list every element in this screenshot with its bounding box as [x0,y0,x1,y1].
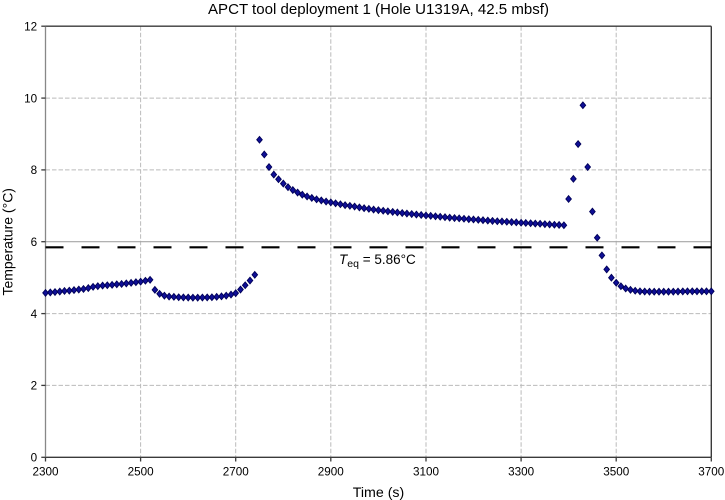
svg-text:Teq = 5.86°C: Teq = 5.86°C [339,252,416,270]
svg-text:Temperature (°C): Temperature (°C) [0,188,15,296]
svg-text:3500: 3500 [603,466,630,479]
svg-text:3700: 3700 [698,466,725,479]
svg-text:6: 6 [31,236,38,249]
svg-text:3100: 3100 [413,466,440,479]
svg-text:12: 12 [24,20,37,33]
svg-text:2700: 2700 [223,466,250,479]
svg-text:3300: 3300 [508,466,535,479]
svg-text:0: 0 [31,452,38,465]
svg-text:2300: 2300 [32,466,59,479]
svg-text:2: 2 [31,380,38,393]
svg-text:4: 4 [31,308,38,321]
svg-text:2900: 2900 [318,466,345,479]
svg-text:APCT tool deployment 1 (Hole U: APCT tool deployment 1 (Hole U1319A, 42.… [208,1,549,18]
svg-text:10: 10 [24,92,38,105]
svg-text:8: 8 [31,164,38,177]
svg-text:2500: 2500 [128,466,155,479]
svg-text:Time (s): Time (s) [353,485,405,500]
